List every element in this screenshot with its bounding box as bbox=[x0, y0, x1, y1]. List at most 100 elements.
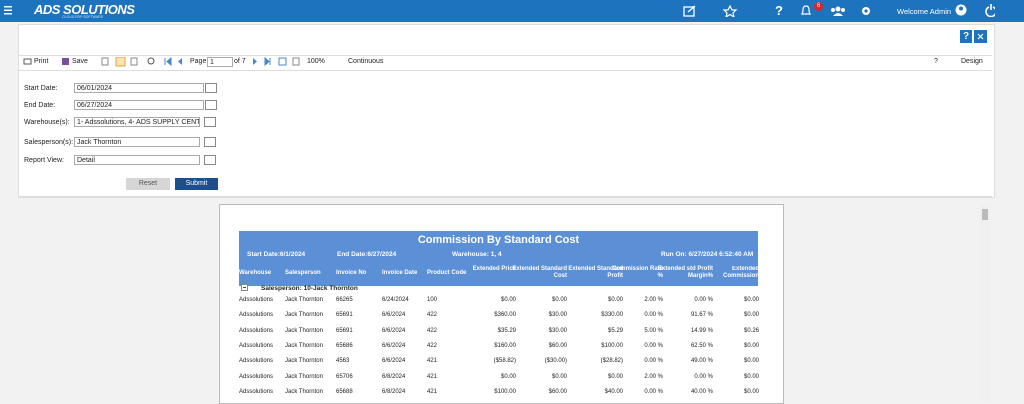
report-cell: 0.00 % bbox=[644, 358, 663, 365]
toolbar-nav-icons[interactable] bbox=[250, 57, 300, 67]
dropdown-button[interactable] bbox=[204, 155, 216, 165]
scroll-thumb[interactable] bbox=[982, 209, 988, 220]
group-header: Salesperson: 10-Jack Thornton bbox=[261, 285, 358, 292]
column-header: Extended std Profit Margin% bbox=[657, 266, 713, 279]
report-cell: $0.00 bbox=[743, 297, 759, 303]
field-input[interactable]: 06/27/2024 bbox=[74, 100, 204, 110]
dropdown-button[interactable] bbox=[204, 117, 216, 127]
report-cell: ($58.82) bbox=[493, 358, 516, 365]
report-cell: $330.00 bbox=[601, 312, 623, 319]
help-icon[interactable]: ? bbox=[775, 3, 783, 18]
column-header: Invoice No bbox=[336, 270, 367, 276]
report-cell: Jack Thornton bbox=[285, 373, 323, 380]
report-cell: 91.67 % bbox=[690, 312, 713, 319]
column-header: Warehouse bbox=[239, 270, 272, 276]
report-cell: 100 bbox=[427, 297, 438, 303]
report-cell: 421 bbox=[427, 373, 438, 380]
reset-button[interactable]: Reset bbox=[126, 178, 170, 190]
parameter-form bbox=[19, 72, 992, 197]
design-button[interactable]: Design bbox=[961, 58, 983, 65]
report-cell: 4563 bbox=[336, 358, 350, 365]
report-cell: $360.00 bbox=[494, 312, 516, 319]
report-cell: 40.00 % bbox=[690, 388, 713, 395]
report-cell: $0.26 bbox=[743, 327, 759, 334]
report-cell: 65686 bbox=[336, 342, 353, 349]
toolbar-icons bbox=[23, 57, 182, 67]
page-label: Page bbox=[190, 58, 207, 65]
panel-close[interactable] bbox=[974, 30, 987, 43]
report-cell: $35.29 bbox=[497, 327, 516, 334]
report-cell: 0.00 % bbox=[694, 373, 713, 380]
calendar-button[interactable] bbox=[205, 100, 217, 110]
group-collapse[interactable] bbox=[241, 284, 249, 292]
report-start-date: Start Date:6/1/2024 bbox=[247, 251, 306, 258]
field-label: Report View: bbox=[24, 157, 64, 164]
report-cell: $5.29 bbox=[607, 327, 623, 334]
column-header: Extended Standard Profit bbox=[568, 266, 623, 279]
field-input[interactable]: 1- Adssolutions, 4- ADS SUPPLY CENTER bbox=[74, 117, 200, 127]
report-cell: $30.00 bbox=[548, 327, 567, 334]
print-button[interactable]: Print bbox=[34, 58, 49, 65]
report-cell: Jack Thornton bbox=[285, 342, 323, 349]
report-cell: 422 bbox=[427, 342, 438, 349]
toolbar-help[interactable]: ? bbox=[934, 58, 938, 65]
page-input[interactable]: 1 bbox=[207, 57, 233, 67]
panel-help[interactable]: ? bbox=[960, 30, 972, 43]
report-cell: 6/8/2024 bbox=[382, 373, 406, 380]
column-header: Commission Rate % bbox=[612, 266, 663, 279]
report-cell: Jack Thornton bbox=[285, 327, 323, 334]
report-cell: 6/8/2024 bbox=[382, 388, 406, 395]
scrollbar[interactable] bbox=[980, 204, 990, 402]
report-cell: Jack Thornton bbox=[285, 358, 323, 365]
report-title: Commission By Standard Cost bbox=[417, 234, 580, 246]
report-cell: ($28.82) bbox=[600, 358, 623, 365]
report-cell: $0.00 bbox=[743, 358, 759, 365]
report-cell: $0.00 bbox=[607, 297, 623, 303]
view-mode-select[interactable]: Continuous bbox=[348, 58, 384, 65]
report-cell: $40.00 bbox=[604, 388, 623, 395]
nav-icons[interactable] bbox=[683, 5, 743, 17]
report-cell: Adssolutions bbox=[239, 388, 274, 395]
report-cell: $0.00 bbox=[743, 373, 759, 380]
field-input[interactable]: 06/01/2024 bbox=[74, 83, 204, 93]
report-cell: $0.00 bbox=[551, 373, 567, 380]
field-label: Salesperson(s): bbox=[24, 139, 74, 146]
nav-icons-2[interactable] bbox=[829, 6, 871, 17]
report-cell: Adssolutions bbox=[239, 373, 274, 380]
user-power-icons[interactable] bbox=[955, 4, 995, 17]
report-cell: 0.00 % bbox=[644, 388, 663, 395]
field-label: Warehouse(s): bbox=[24, 119, 70, 126]
column-header: Extended Standard Cost bbox=[512, 266, 567, 279]
report-cell: $0.00 bbox=[743, 342, 759, 349]
report-cell: 49.00 % bbox=[690, 358, 713, 365]
bell-icon[interactable] bbox=[800, 5, 812, 17]
report-cell: $0.00 bbox=[743, 312, 759, 319]
report-cell: 62.50 % bbox=[690, 342, 713, 349]
report-cell: 6/6/2024 bbox=[382, 312, 406, 319]
column-header: Invoice Date bbox=[382, 270, 418, 276]
save-button[interactable]: Save bbox=[72, 58, 88, 65]
report-cell: Jack Thornton bbox=[285, 388, 323, 395]
report-cell: $30.00 bbox=[548, 312, 567, 319]
report-cell: 421 bbox=[427, 388, 438, 395]
report-cell: 66265 bbox=[336, 297, 353, 303]
report-cell: Jack Thornton bbox=[285, 312, 323, 319]
report-cell: 422 bbox=[427, 312, 438, 319]
report-run-on: Run On: 6/27/2024 6:52:40 AM bbox=[661, 251, 754, 258]
field-input[interactable]: Jack Thornton bbox=[74, 137, 200, 147]
logo[interactable]: ADS SOLUTIONS bbox=[34, 2, 135, 17]
report-cell: 0.00 % bbox=[694, 297, 713, 303]
report-cell: $0.00 bbox=[551, 297, 567, 303]
report-cell: 2.00 % bbox=[644, 373, 663, 380]
report-cell: 6/6/2024 bbox=[382, 358, 406, 365]
report-cell: $100.00 bbox=[601, 342, 623, 349]
report-cell: 5.00 % bbox=[644, 327, 663, 334]
submit-button[interactable]: Submit bbox=[175, 178, 218, 190]
dropdown-button[interactable] bbox=[204, 137, 216, 147]
menu-icon[interactable] bbox=[4, 6, 14, 15]
calendar-button[interactable] bbox=[205, 83, 217, 93]
field-input[interactable]: Detail bbox=[74, 155, 200, 165]
zoom-select[interactable]: 100% bbox=[307, 58, 325, 65]
welcome-text[interactable]: Welcome Admin bbox=[897, 7, 952, 16]
